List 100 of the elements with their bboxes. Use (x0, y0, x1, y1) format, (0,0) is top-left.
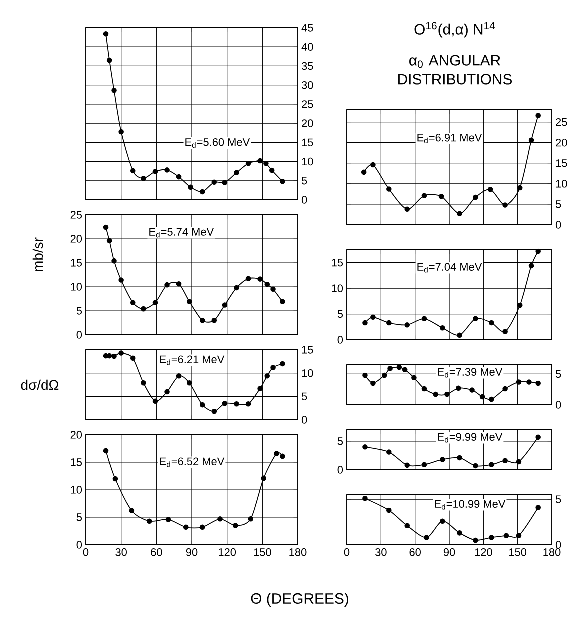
point (141, 380, 146, 386)
point (438, 194, 444, 200)
point (370, 314, 376, 320)
y-tick-label: 10 (71, 486, 82, 494)
point (130, 356, 136, 362)
point (457, 332, 462, 338)
y-tick-label: 25 (302, 100, 314, 108)
y-tick-label: 5 (556, 200, 562, 208)
point (470, 388, 475, 393)
point (212, 408, 218, 414)
point (152, 398, 158, 404)
point (516, 380, 522, 385)
point (280, 299, 286, 305)
point (248, 516, 254, 522)
point (222, 401, 228, 406)
point (264, 373, 270, 379)
point (200, 402, 206, 408)
point (112, 476, 118, 482)
annotation: E$_{d}$=5.74 MeV (150, 228, 214, 238)
x-tick-label: 90 (186, 548, 198, 556)
point (258, 386, 263, 392)
y-tick-label: 5 (556, 496, 562, 504)
point (473, 316, 478, 322)
point (187, 299, 192, 305)
point (457, 211, 462, 217)
point (422, 386, 428, 392)
point (412, 375, 417, 381)
x-tick-label: 30 (376, 548, 387, 556)
y-tick-label: 10 (556, 180, 568, 188)
point (362, 496, 368, 502)
y-tick-label: 0 (76, 331, 82, 339)
y-tick-label: 30 (302, 81, 314, 90)
y-tick-label: 25 (70, 211, 82, 219)
point (386, 320, 392, 326)
point (489, 396, 494, 402)
y-tick-label: 20 (556, 138, 568, 147)
point (489, 462, 494, 468)
point (386, 450, 392, 455)
point (152, 300, 158, 306)
x-tick-label: 60 (410, 548, 421, 556)
point (129, 508, 135, 514)
point (212, 318, 218, 324)
point (234, 170, 240, 176)
point (261, 476, 266, 482)
point (402, 367, 408, 373)
point (489, 320, 494, 326)
point (361, 170, 367, 176)
point (130, 300, 136, 306)
point (258, 158, 263, 164)
point (246, 276, 252, 282)
point (166, 517, 172, 522)
annotation: E$_{d}$=10.99 MeV (435, 500, 506, 510)
point (536, 505, 541, 510)
point (422, 462, 428, 468)
point (440, 326, 446, 331)
point (274, 451, 280, 456)
point (112, 354, 117, 360)
point (382, 372, 388, 378)
point (118, 350, 124, 356)
y-tick-label: 0 (302, 416, 308, 424)
point (164, 282, 170, 288)
point (516, 459, 522, 465)
point (457, 455, 462, 461)
x-tick-label: 120 (219, 548, 236, 556)
point (488, 187, 494, 192)
point (526, 380, 532, 385)
point (362, 372, 368, 378)
point (188, 184, 194, 190)
point (264, 282, 270, 288)
y-tick-label: 0 (338, 466, 344, 474)
point (362, 444, 368, 450)
annotation: E$_{d}$=6.91 MeV (418, 134, 482, 144)
point (516, 533, 522, 539)
y-tick-label: 0 (556, 401, 562, 409)
point (103, 224, 109, 230)
point (536, 113, 541, 118)
point (370, 162, 376, 168)
point (386, 508, 392, 514)
annotation: E$_{d}$=5.60 MeV (186, 138, 250, 148)
y-tick-label: 25 (556, 118, 568, 126)
x-tick-label: 150 (510, 548, 527, 556)
point (234, 285, 240, 291)
point (164, 168, 170, 173)
y-tick-label: 40 (302, 43, 314, 51)
y-tick-label: 5 (302, 392, 308, 400)
point (440, 457, 446, 462)
y-tick-label: 15 (302, 346, 314, 354)
point (280, 361, 286, 367)
annotation: E$_{d}$=7.04 MeV (418, 263, 482, 273)
point (146, 518, 152, 524)
y-axis-title: mb/sr (32, 238, 44, 272)
point (130, 168, 136, 174)
point (270, 286, 276, 292)
annotation: E$_{d}$=7.39 MeV (438, 368, 503, 378)
point (502, 202, 508, 208)
point (404, 322, 410, 328)
point (473, 538, 478, 544)
x-tick-label: 60 (151, 548, 162, 556)
y-tick-label: 5 (556, 370, 562, 378)
point (118, 129, 124, 135)
